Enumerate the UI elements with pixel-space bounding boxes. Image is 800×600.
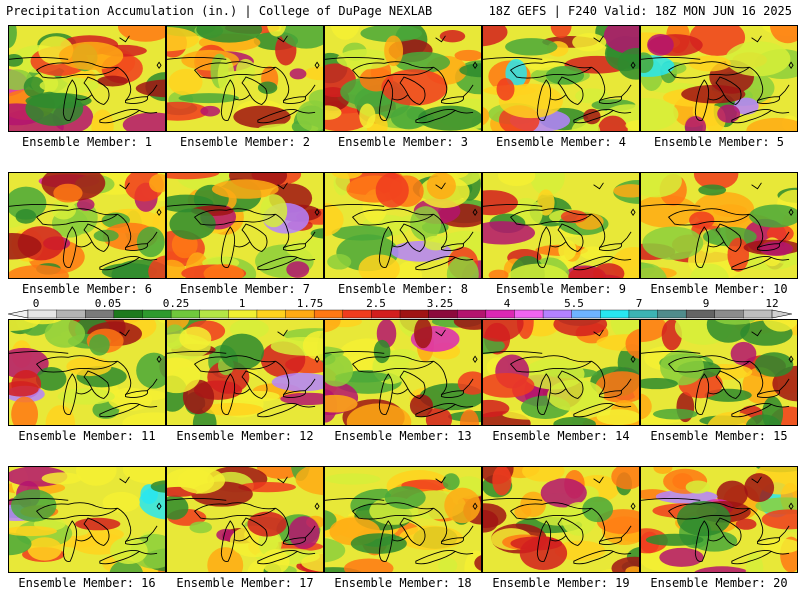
ensemble-member-4-map xyxy=(482,25,640,132)
ensemble-member-label: Ensemble Member: 3 xyxy=(337,135,469,149)
colorbar-swatch xyxy=(571,309,601,319)
colorbar-swatch xyxy=(685,309,716,319)
ensemble-member-label: Ensemble Member: 2 xyxy=(179,135,311,149)
map-title: Precipitation Accumulation (in.) | Colle… xyxy=(6,4,433,18)
colorbar-tick-label: 12 xyxy=(765,297,778,310)
colorbar-swatch xyxy=(56,309,86,319)
ensemble-member-label: Ensemble Member: 12 xyxy=(176,429,314,443)
ensemble-member-label: Ensemble Member: 9 xyxy=(495,282,627,296)
colorbar-swatch xyxy=(542,309,573,319)
ensemble-member-label: Ensemble Member: 6 xyxy=(21,282,153,296)
ensemble-member-13-map xyxy=(324,319,482,426)
ensemble-member-label: Ensemble Member: 18 xyxy=(334,576,472,590)
colorbar-swatch xyxy=(313,309,344,319)
colorbar-tick-label: 3.25 xyxy=(427,297,454,310)
colorbar-swatch xyxy=(228,309,258,319)
ensemble-member-2-map xyxy=(166,25,324,132)
colorbar-swatch xyxy=(485,309,515,319)
ensemble-member-label: Ensemble Member: 20 xyxy=(650,576,788,590)
ensemble-member-label: Ensemble Member: 17 xyxy=(176,576,314,590)
colorbar-tick-label: 0 xyxy=(33,297,40,310)
ensemble-member-label: Ensemble Member: 19 xyxy=(492,576,630,590)
colorbar-tick-label: 4 xyxy=(504,297,511,310)
colorbar-swatch xyxy=(428,309,458,319)
colorbar-swatch xyxy=(371,309,401,319)
colorbar-swatch xyxy=(657,309,687,319)
colorbar-swatch xyxy=(285,309,315,319)
colorbar-high-arrow xyxy=(771,309,792,319)
ensemble-member-label: Ensemble Member: 11 xyxy=(18,429,156,443)
ensemble-member-label: Ensemble Member: 8 xyxy=(337,282,469,296)
colorbar-swatch xyxy=(85,309,115,319)
precip-colorbar: 0 0.05 0.25 1 1.75 2.5 3.25 4 5.5 7 9 12 xyxy=(8,297,792,319)
colorbar-swatch xyxy=(600,309,630,319)
ensemble-member-10-map xyxy=(640,172,798,279)
colorbar-tick-label: 1 xyxy=(239,297,246,310)
ensemble-member-1-map xyxy=(8,25,166,132)
ensemble-member-19-map xyxy=(482,466,640,573)
model-valid-time: 18Z GEFS | F240 Valid: 18Z MON JUN 16 20… xyxy=(488,4,792,18)
ensemble-member-label: Ensemble Member: 14 xyxy=(492,429,630,443)
colorbar-tick-label: 7 xyxy=(636,297,643,310)
ensemble-member-8-map xyxy=(324,172,482,279)
ensemble-member-label: Ensemble Member: 5 xyxy=(653,135,785,149)
colorbar-tick-label: 2.5 xyxy=(366,297,386,310)
ensemble-member-20-map xyxy=(640,466,798,573)
colorbar-tick-label: 1.75 xyxy=(297,297,324,310)
ensemble-member-5-map xyxy=(640,25,798,132)
colorbar-swatch xyxy=(199,309,229,319)
colorbar-swatch xyxy=(256,309,287,319)
colorbar-swatch xyxy=(514,309,544,319)
ensemble-member-11-map xyxy=(8,319,166,426)
colorbar-swatch xyxy=(743,309,773,319)
ensemble-member-7-map xyxy=(166,172,324,279)
colorbar-swatch xyxy=(170,309,201,319)
colorbar-swatch xyxy=(142,309,172,319)
ensemble-member-label: Ensemble Member: 7 xyxy=(179,282,311,296)
ensemble-member-label: Ensemble Member: 4 xyxy=(495,135,627,149)
colorbar-swatch xyxy=(628,309,659,319)
colorbar-low-arrow xyxy=(8,309,29,319)
colorbar-tick-label: 5.5 xyxy=(564,297,584,310)
ensemble-member-label: Ensemble Member: 1 xyxy=(21,135,153,149)
ensemble-member-12-map xyxy=(166,319,324,426)
ensemble-member-15-map xyxy=(640,319,798,426)
ensemble-member-label: Ensemble Member: 13 xyxy=(334,429,472,443)
ensemble-member-16-map xyxy=(8,466,166,573)
ensemble-member-label: Ensemble Member: 15 xyxy=(650,429,788,443)
ensemble-member-3-map xyxy=(324,25,482,132)
ensemble-member-label: Ensemble Member: 16 xyxy=(18,576,156,590)
ensemble-member-9-map xyxy=(482,172,640,279)
ensemble-member-18-map xyxy=(324,466,482,573)
ensemble-member-label: Ensemble Member: 10 xyxy=(650,282,788,296)
colorbar-swatch xyxy=(27,309,58,319)
ensemble-member-6-map xyxy=(8,172,166,279)
colorbar-swatch xyxy=(342,309,372,319)
colorbar-tick-label: 0.25 xyxy=(163,297,190,310)
colorbar-swatch xyxy=(113,309,143,319)
colorbar-swatch xyxy=(399,309,430,319)
colorbar-tick-label: 0.05 xyxy=(95,297,122,310)
colorbar-swatch xyxy=(457,309,487,319)
ensemble-member-17-map xyxy=(166,466,324,573)
ensemble-member-14-map xyxy=(482,319,640,426)
colorbar-tick-label: 9 xyxy=(703,297,710,310)
colorbar-swatch xyxy=(714,309,744,319)
